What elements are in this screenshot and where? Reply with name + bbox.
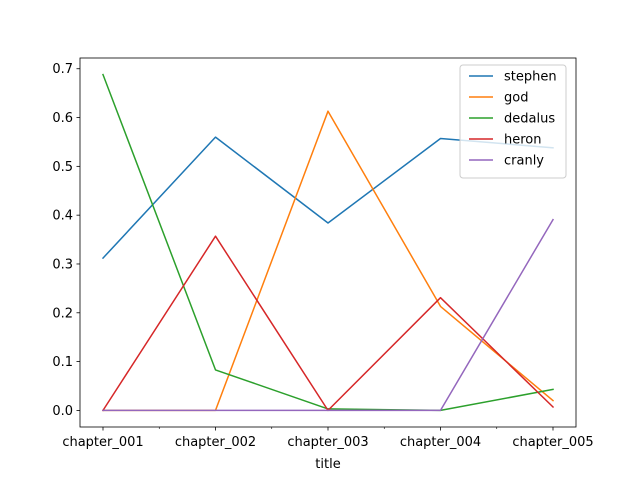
legend-label-stephen: stephen	[504, 70, 557, 85]
x-axis-label: title	[315, 457, 340, 472]
y-tick-label: 0.4	[52, 209, 73, 224]
series-line-dedalus	[102, 73, 554, 412]
legend-label-dedalus: dedalus	[504, 112, 555, 127]
x-tick-label: chapter_001	[62, 435, 143, 450]
y-tick-label: 0.7	[52, 62, 73, 77]
legend-label-heron: heron	[504, 133, 542, 148]
x-tick-label: chapter_002	[175, 435, 256, 450]
series-line-cranly	[102, 218, 555, 412]
y-tick-label: 0.2	[52, 306, 73, 321]
legend: stephen god dedalus heron cranly	[459, 64, 567, 179]
axes: 0.0 0.1 0.2 0.3 0.4 0.5 0.6 0.7 chapter_001 chapt…	[52, 57, 594, 450]
x-tick-label: chapter_003	[287, 435, 368, 450]
legend-label-god: god	[504, 91, 528, 106]
y-tick-label: 0.1	[52, 355, 73, 370]
legend-label-cranly: cranly	[504, 154, 544, 169]
y-tick-label: 0.0	[52, 404, 73, 419]
x-tick-label: chapter_005	[512, 435, 593, 450]
y-tick-label: 0.6	[52, 111, 73, 126]
y-tick-label: 0.3	[52, 257, 73, 272]
x-tick-label: chapter_004	[400, 435, 481, 450]
y-tick-label: 0.5	[52, 160, 73, 175]
series-line-heron	[101, 235, 555, 412]
legend-box	[459, 64, 567, 179]
